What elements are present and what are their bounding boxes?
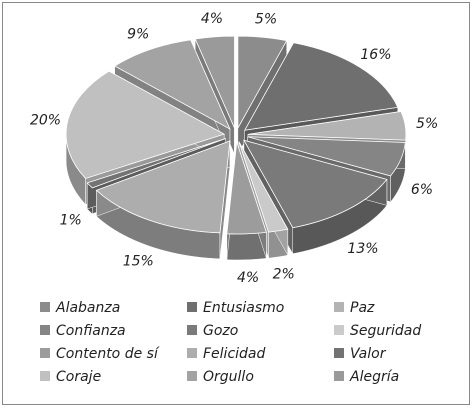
data-label: 5% [255,11,277,27]
legend-label: Confianza [56,323,126,339]
data-label: 6% [411,182,433,198]
legend-label: Contento de sí [56,346,160,362]
legend-swatch [187,302,197,312]
data-label: 9% [127,26,149,42]
legend-swatch [334,348,344,358]
data-label: 20% [30,112,61,128]
legend-swatch [187,348,197,358]
legend-label: Paz [350,300,375,316]
data-label: 1% [60,213,82,229]
data-label: 15% [123,254,154,270]
legend-swatch [187,371,197,381]
legend-swatch [40,371,50,381]
data-label: 13% [347,241,378,257]
legend-swatch [334,371,344,381]
legend-swatch [334,325,344,335]
legend-label: Entusiasmo [203,300,284,316]
legend-label: Gozo [203,323,238,339]
legend-swatch [334,302,344,312]
legend-label: Valor [350,346,387,362]
data-label: 4% [237,270,259,286]
legend-swatch [40,302,50,312]
legend-swatch [40,348,50,358]
legend-swatch [187,325,197,335]
legend-swatch [40,325,50,335]
legend-label: Felicidad [203,346,265,362]
data-label: 5% [416,116,438,132]
legend-label: Seguridad [350,323,421,339]
legend-label: Coraje [56,369,101,385]
data-label: 4% [201,11,223,27]
data-label: 2% [273,266,295,282]
data-label: 16% [360,47,391,63]
legend-label: Alabanza [55,300,120,316]
legend-label: Orgullo [203,369,254,385]
legend-label: Alegría [349,369,399,385]
